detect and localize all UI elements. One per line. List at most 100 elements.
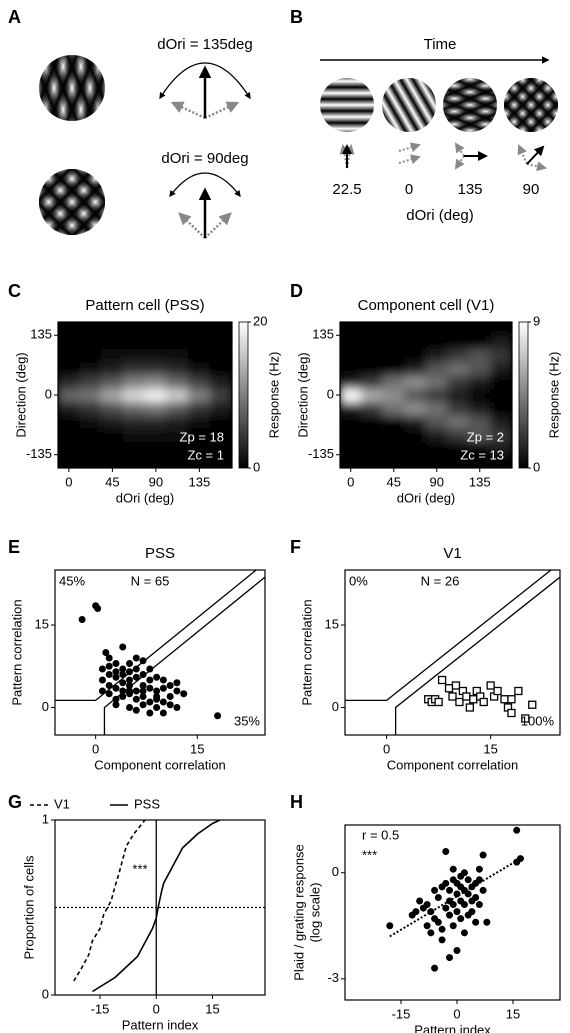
heatmap-cell bbox=[361, 440, 384, 456]
annotation: Zc = 13 bbox=[460, 447, 504, 462]
heatmap-cell bbox=[447, 334, 470, 350]
point bbox=[472, 893, 480, 901]
heatmap-cell bbox=[447, 374, 470, 389]
point bbox=[434, 893, 442, 901]
panel-label: C bbox=[8, 281, 21, 301]
y-tick-label: 15 bbox=[35, 616, 49, 631]
point bbox=[139, 657, 147, 665]
point bbox=[105, 662, 113, 670]
plot-frame bbox=[344, 569, 561, 736]
heatmap-cell bbox=[404, 348, 427, 363]
heatmap-cell bbox=[144, 401, 168, 416]
point bbox=[94, 605, 102, 612]
heatmap-cell bbox=[101, 414, 124, 429]
heatmap-cell bbox=[101, 334, 124, 350]
point bbox=[139, 671, 147, 678]
point bbox=[442, 879, 450, 887]
heatmap-cell bbox=[209, 348, 232, 363]
point bbox=[112, 701, 120, 709]
point bbox=[132, 665, 140, 673]
heatmap-cell bbox=[144, 322, 168, 336]
heatmap-cell bbox=[382, 401, 405, 416]
grating bbox=[504, 78, 558, 132]
y-tick-label: 15 bbox=[325, 616, 339, 631]
annotation: Zp = 18 bbox=[180, 429, 224, 444]
stimulus bbox=[443, 78, 497, 132]
point bbox=[486, 681, 495, 690]
chart-title: Pattern cell (PSS) bbox=[85, 297, 204, 314]
point bbox=[479, 886, 487, 894]
heatmap-cell bbox=[209, 387, 232, 403]
heatmap-cell bbox=[101, 401, 124, 416]
y-tick-label: -135 bbox=[26, 446, 52, 461]
heatmap-cell bbox=[340, 427, 362, 442]
cdf-line bbox=[92, 820, 221, 993]
point bbox=[159, 709, 167, 717]
component-arrow bbox=[178, 212, 206, 239]
point bbox=[102, 649, 110, 656]
heatmap-cell bbox=[58, 348, 81, 363]
point bbox=[427, 929, 435, 937]
component-arrow bbox=[204, 101, 240, 120]
heatmap-cell bbox=[468, 401, 491, 416]
heatmap-cell bbox=[144, 334, 168, 350]
point bbox=[159, 684, 167, 692]
heatmap-cell bbox=[425, 401, 448, 416]
heatmap-cell bbox=[382, 322, 405, 336]
heatmap-cell bbox=[404, 374, 427, 389]
criterion-line bbox=[345, 570, 552, 701]
heatmap-cell bbox=[122, 361, 146, 376]
dori-label: dOri = 135deg bbox=[157, 36, 253, 53]
plot-frame bbox=[54, 819, 266, 996]
heatmap-cell bbox=[58, 374, 81, 389]
point bbox=[126, 668, 134, 676]
component-arrow bbox=[517, 144, 528, 165]
x-axis-label: dOri (deg) bbox=[406, 207, 474, 224]
heatmap-cell bbox=[340, 374, 362, 389]
x-axis-label: Component correlation bbox=[387, 757, 519, 772]
heatmap-cell bbox=[468, 440, 491, 456]
heatmap-cell bbox=[58, 401, 81, 416]
y-tick-label: -3 bbox=[327, 970, 339, 985]
heatmap-cell bbox=[404, 387, 427, 403]
point bbox=[475, 876, 483, 884]
y-axis-label: (log scale) bbox=[307, 883, 322, 943]
panel-label: H bbox=[290, 792, 303, 812]
point bbox=[126, 676, 134, 684]
heatmap-cell bbox=[144, 387, 168, 403]
heatmap bbox=[340, 322, 512, 468]
point bbox=[139, 687, 147, 695]
heatmap-cell bbox=[79, 361, 102, 376]
x-tick-label: 0 bbox=[347, 474, 354, 489]
point bbox=[453, 947, 461, 955]
heatmap-cell bbox=[122, 414, 146, 429]
annotation: r = 0.5 bbox=[362, 827, 399, 842]
point bbox=[446, 911, 454, 919]
heatmap-cell bbox=[425, 414, 448, 429]
panel-label: D bbox=[290, 281, 303, 301]
heatmap-cell bbox=[209, 401, 232, 416]
dori-value: 22.5 bbox=[332, 181, 361, 198]
heatmap-cell bbox=[425, 334, 448, 350]
colorbar-label: Response (Hz) bbox=[266, 352, 281, 439]
heatmap-cell bbox=[447, 414, 470, 429]
point bbox=[159, 698, 167, 706]
component-arrow bbox=[454, 155, 465, 170]
heatmap-cell bbox=[188, 361, 211, 376]
annotation: N = 65 bbox=[131, 573, 170, 588]
heatmap-cell bbox=[166, 414, 189, 429]
pattern-arrow bbox=[526, 145, 545, 165]
point bbox=[126, 704, 134, 711]
dori-label: dOri = 90deg bbox=[161, 150, 248, 167]
heatmap-cell bbox=[340, 454, 362, 468]
point bbox=[434, 697, 443, 707]
heatmap-cell bbox=[188, 387, 211, 403]
heatmap-cell bbox=[447, 427, 470, 442]
colorbar-tick-label: 9 bbox=[533, 313, 540, 328]
point bbox=[483, 918, 491, 926]
heatmap-cell bbox=[447, 361, 470, 376]
heatmap-cell bbox=[447, 387, 470, 403]
heatmap-cell bbox=[447, 322, 470, 336]
arc-arrow bbox=[159, 62, 251, 100]
point bbox=[173, 679, 181, 687]
